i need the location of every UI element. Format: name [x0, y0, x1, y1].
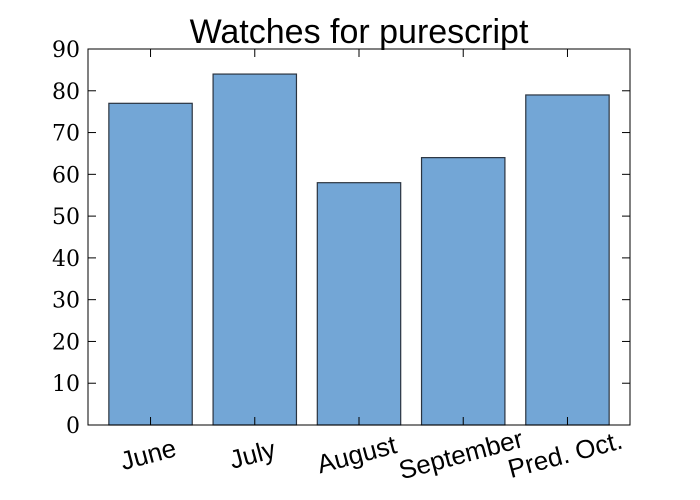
x-tick-label: July: [226, 434, 278, 475]
bars-layer: [108, 73, 610, 426]
y-tick-label: 50: [52, 205, 80, 230]
y-tick-labels: 0 10 20 30 40 50 60 70 80 90: [52, 38, 80, 439]
chart-title: Watches for purescript: [190, 13, 529, 51]
bar-september: [420, 157, 506, 426]
plot-frame: [87, 48, 631, 426]
bar-pred-oct: [525, 94, 610, 426]
y-tick-label: 60: [52, 163, 80, 188]
bar-july: [212, 73, 298, 426]
y-tick-label: 90: [52, 38, 80, 63]
x-tick-label: June: [117, 433, 179, 477]
bar-august: [316, 182, 402, 426]
y-tick-label: 70: [52, 122, 80, 147]
x-tick-label: August: [314, 429, 401, 479]
x-tick-label: Pred. Oct.: [505, 425, 626, 484]
y-tick-label: 10: [52, 372, 80, 397]
y-tick-label: 0: [66, 414, 80, 439]
y-tick-label: 80: [52, 80, 80, 105]
ticks-layer: [88, 48, 630, 426]
y-tick-label: 20: [52, 330, 80, 355]
y-tick-label: 40: [52, 247, 80, 272]
bar-june: [108, 102, 193, 426]
y-tick-label: 30: [52, 289, 80, 314]
